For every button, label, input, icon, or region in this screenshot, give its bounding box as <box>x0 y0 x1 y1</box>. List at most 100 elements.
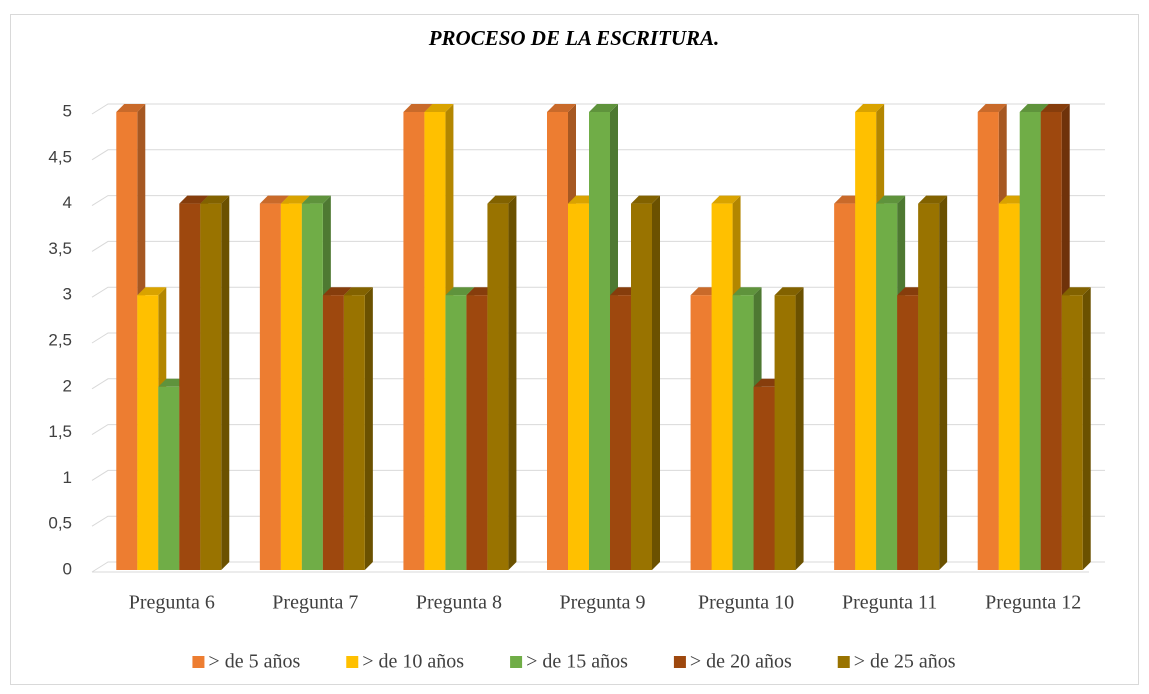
legend-swatch <box>346 656 359 668</box>
bar-front <box>918 203 940 570</box>
bar-top <box>322 287 352 296</box>
bar-front <box>445 295 467 570</box>
legend-label: > de 15 años <box>526 651 628 673</box>
bar-top <box>403 104 433 112</box>
bar-top <box>1040 104 1070 112</box>
bar-top <box>424 104 454 112</box>
bar-front <box>116 112 138 570</box>
bar-front <box>259 203 281 570</box>
bar-top <box>631 195 660 204</box>
bar-top <box>711 195 741 204</box>
x-tick-label: Pregunta 7 <box>272 592 358 614</box>
bar-front <box>589 112 610 570</box>
bar-top <box>137 287 167 296</box>
bar-top <box>732 287 762 296</box>
legend-label: > de 10 años <box>362 651 464 673</box>
bar-front <box>343 295 365 570</box>
bar <box>200 195 230 570</box>
y-tick-label: 2 <box>63 376 72 395</box>
bar-top <box>259 195 289 204</box>
bar-front <box>631 203 652 570</box>
bar-top <box>876 195 906 204</box>
bar-top <box>547 104 576 112</box>
bar-top <box>116 104 146 112</box>
bar-top <box>301 195 331 204</box>
bar-top <box>1019 104 1049 112</box>
x-tick-label: Pregunta 11 <box>842 592 937 614</box>
y-tick-label: 3,5 <box>48 239 72 258</box>
bar-top <box>445 287 475 296</box>
bar-side <box>221 195 230 570</box>
x-tick-label: Pregunta 8 <box>416 592 502 614</box>
legend-swatch <box>192 656 205 668</box>
grid-line <box>91 332 1105 344</box>
bar-front <box>137 295 159 570</box>
bar <box>631 195 660 570</box>
y-tick-label: 1 <box>63 468 72 487</box>
x-tick-label: Pregunta 6 <box>129 592 215 614</box>
bar-top <box>200 195 230 204</box>
bar-top <box>977 104 1007 112</box>
bar-front <box>897 295 919 570</box>
y-tick-label: 3 <box>63 285 72 304</box>
bar-side <box>364 287 373 570</box>
bar-front <box>158 386 180 570</box>
y-tick-label: 4,5 <box>48 147 72 166</box>
bar-front <box>1061 295 1083 570</box>
bar-front <box>855 112 877 570</box>
legend-swatch <box>837 656 850 668</box>
bar <box>343 287 373 570</box>
y-tick-label: 4 <box>63 193 72 212</box>
bar-front <box>690 295 712 570</box>
bar-top <box>774 287 804 296</box>
legend-label: > de 5 años <box>208 651 300 673</box>
bar-front <box>424 112 446 570</box>
grid-line <box>91 240 1105 252</box>
bar-front <box>1019 112 1041 570</box>
bar-top <box>918 195 948 204</box>
grid-line <box>91 195 1105 207</box>
grid-line <box>91 286 1105 298</box>
bar-front <box>179 203 201 570</box>
legend-swatch <box>510 656 523 668</box>
bar-front <box>732 295 754 570</box>
bar-front <box>610 295 631 570</box>
x-tick-label: Pregunta 10 <box>698 592 794 614</box>
bar-top <box>343 287 373 296</box>
bar-front <box>322 295 344 570</box>
bar-side <box>508 195 517 570</box>
bar-side <box>795 287 804 570</box>
bar-side <box>1082 287 1091 570</box>
y-tick-label: 1,5 <box>48 422 72 441</box>
legend-swatch <box>673 656 686 668</box>
bar-front <box>547 112 568 570</box>
x-tick-label: Pregunta 12 <box>985 592 1081 614</box>
grid-line <box>91 149 1105 161</box>
y-tick-label: 2,5 <box>48 330 72 349</box>
bar-front <box>876 203 898 570</box>
bar-side <box>652 195 660 570</box>
bar-top <box>280 195 310 204</box>
bar-front <box>977 112 999 570</box>
y-tick-label: 0,5 <box>48 514 72 533</box>
bar-front <box>301 203 323 570</box>
bar-top <box>589 104 618 112</box>
bar-front <box>834 203 856 570</box>
bar-front <box>1040 112 1062 570</box>
bar-front <box>200 203 222 570</box>
bar-front <box>711 203 733 570</box>
legend-label: > de 20 años <box>690 651 792 673</box>
bar-side <box>939 195 948 570</box>
bar-top <box>487 195 517 204</box>
y-tick-label: 0 <box>63 559 72 578</box>
legend-label: > de 25 años <box>854 651 956 673</box>
bar-front <box>774 295 796 570</box>
bar-top <box>1061 287 1091 296</box>
bar-front <box>466 295 488 570</box>
x-tick-label: Pregunta 9 <box>559 592 645 614</box>
bar-front <box>753 386 775 570</box>
bar-front <box>487 203 509 570</box>
bar <box>774 287 804 570</box>
y-tick-label: 5 <box>63 101 72 120</box>
bar-top <box>179 195 209 204</box>
